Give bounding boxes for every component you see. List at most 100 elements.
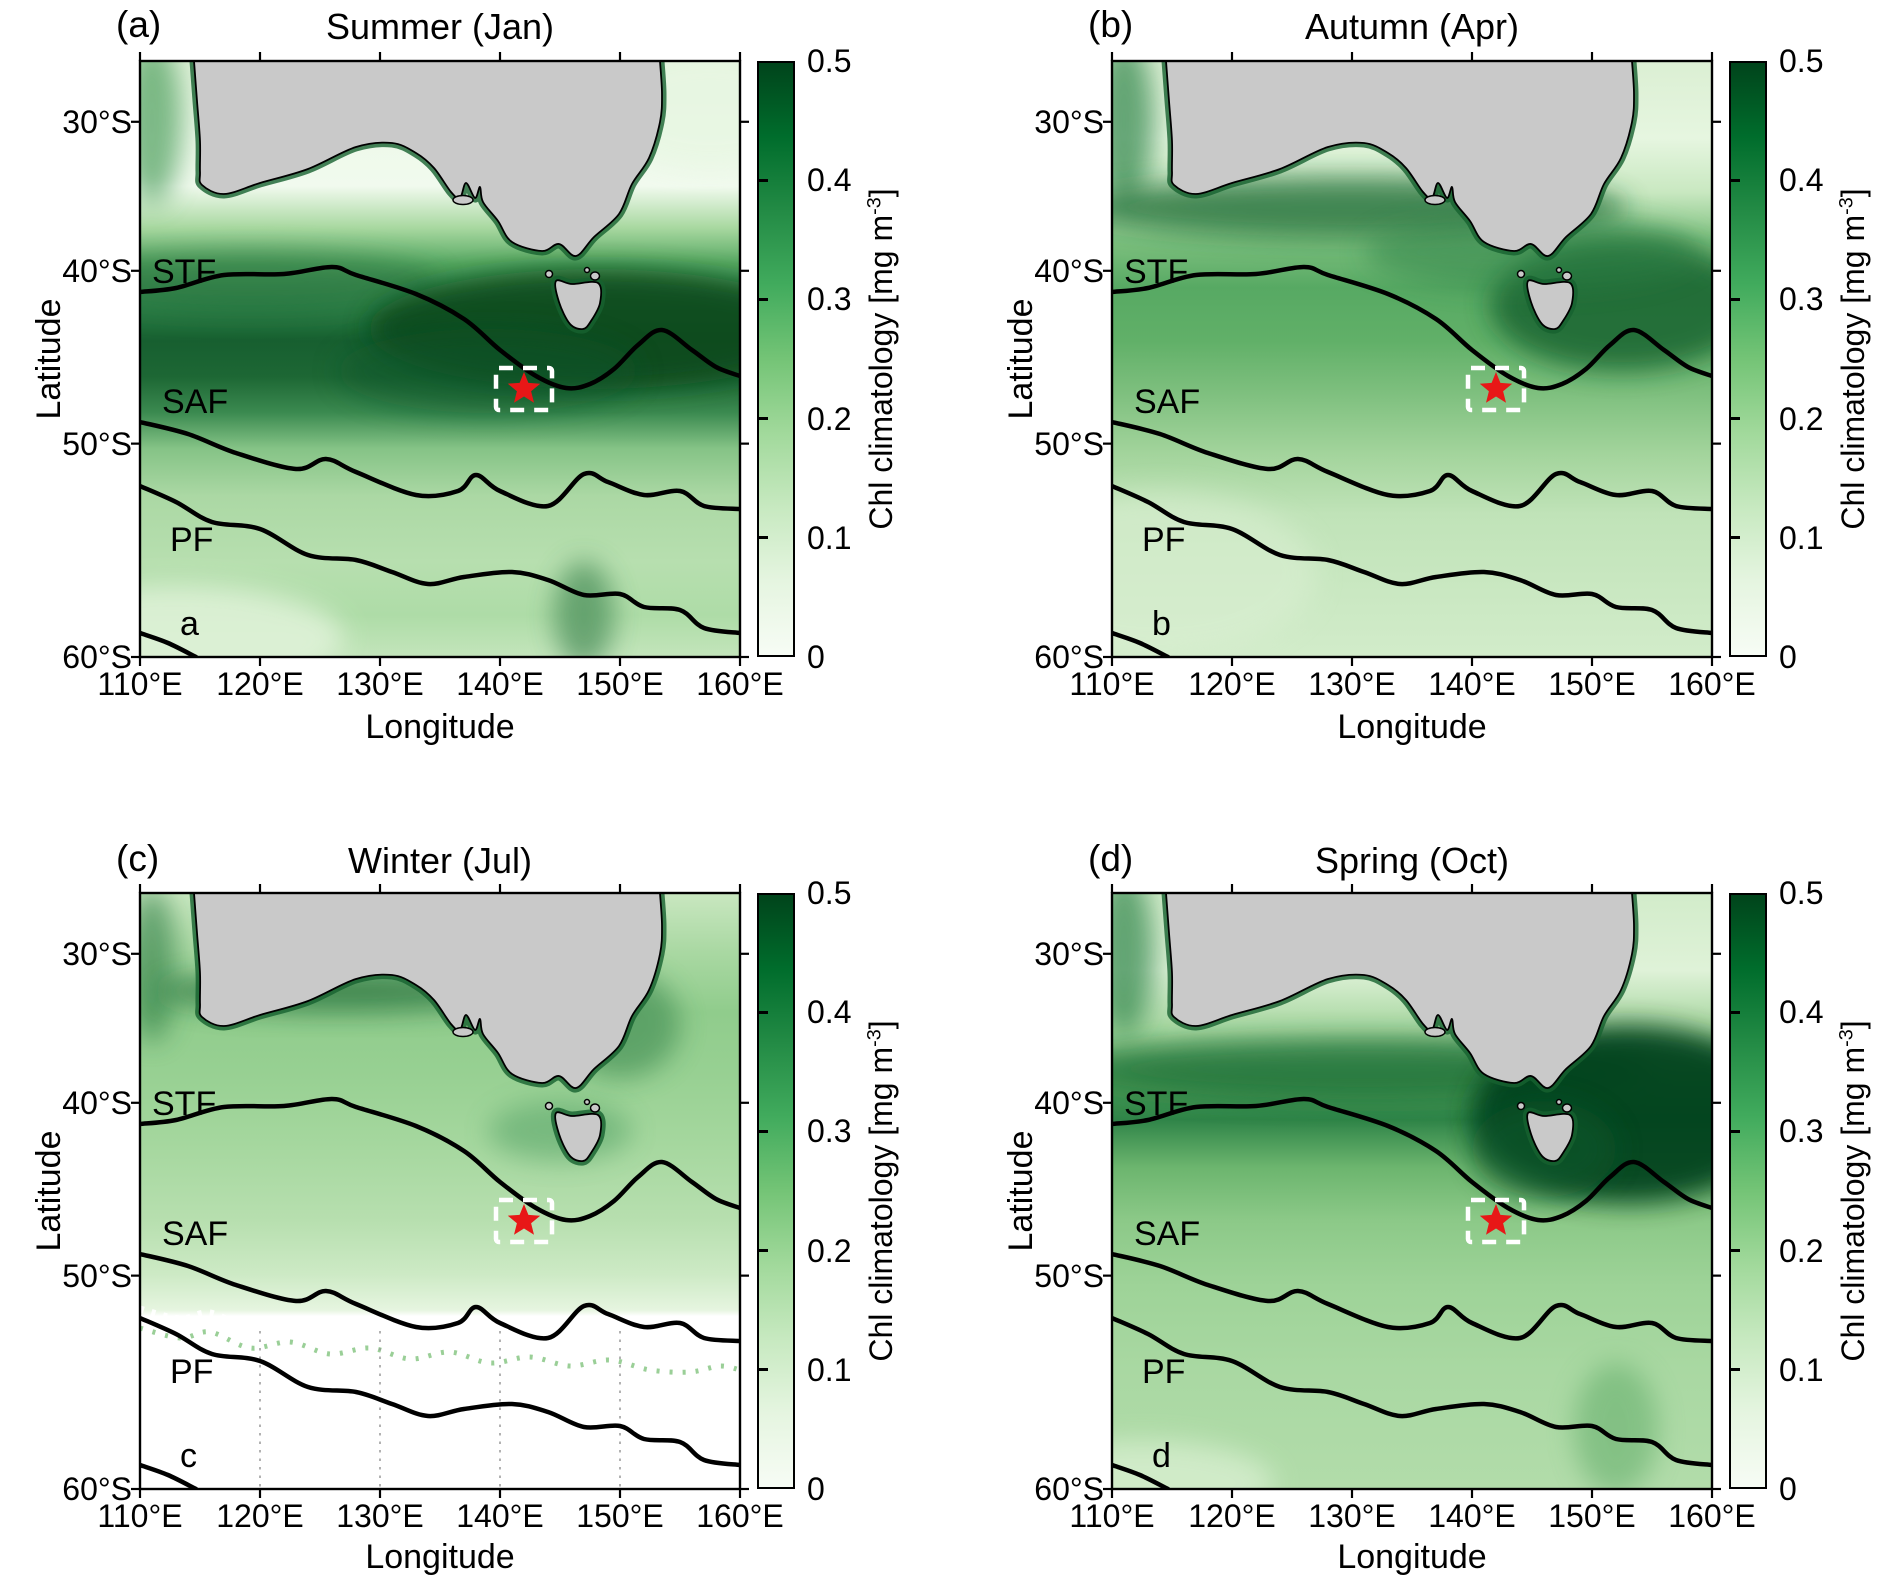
island — [544, 269, 554, 279]
map-plot: STF SAF PF d — [1103, 884, 1721, 1498]
colorbar-label-text: Chl climatology [mg m — [863, 1046, 899, 1362]
map-plot: STF SAF PF b — [1103, 52, 1721, 666]
chl-feature-blob — [140, 893, 176, 1042]
island — [589, 1103, 601, 1113]
colorbar-tick-label: 0.1 — [1779, 519, 1824, 556]
colorbar-label-exponent: -3 — [863, 197, 886, 215]
stf-label: STF — [152, 1085, 216, 1123]
coastal-bloom-fringe — [189, 61, 667, 261]
stf-front-contour — [1112, 264, 1712, 391]
island — [452, 194, 474, 206]
x-tick-label: 150°E — [1548, 1498, 1636, 1534]
colorbar-tick-label: 0.3 — [1779, 281, 1824, 318]
axis-ticks — [131, 884, 749, 1498]
colorbar-tick-label: 0.3 — [807, 1113, 852, 1150]
y-tick-label: 40°S — [62, 252, 132, 289]
panel-letter: c — [180, 1437, 197, 1475]
stf-front-contour — [140, 264, 740, 391]
chl-feature-blob — [1112, 1039, 1652, 1099]
australia-landmass — [1166, 893, 1635, 1089]
x-tick-label: 150°E — [576, 666, 664, 702]
colorbar-tick-label: 0 — [1779, 639, 1797, 675]
colorbar-label-text: Chl climatology [mg m — [1835, 1046, 1871, 1362]
chl-feature-blob — [1112, 893, 1154, 1036]
x-tick-label: 130°E — [336, 1498, 424, 1534]
x-tick-label: 120°E — [216, 666, 304, 702]
colorbar-tick — [1731, 1249, 1740, 1253]
colorbar-label-exponent: -3 — [1835, 1029, 1858, 1047]
colorbar-tick — [759, 297, 768, 301]
colorbar-tick — [1731, 1368, 1740, 1372]
colorbar-tick — [1731, 417, 1740, 421]
study-site-star — [507, 1204, 541, 1235]
y-tick-label: 60°S — [62, 1471, 132, 1507]
panel-title: Spring (Oct) — [1314, 840, 1510, 881]
colorbar-tick-label: 0.1 — [807, 1351, 852, 1388]
x-tick-label: 140°E — [456, 1498, 544, 1534]
y-tick-label: 50°S — [1034, 1257, 1104, 1294]
colorbar-gradient — [1729, 893, 1767, 1489]
saf-label: SAF — [162, 1215, 228, 1253]
colorbar-tick — [1731, 536, 1740, 540]
y-tick-label: 60°S — [62, 639, 132, 675]
y-tick-label: 40°S — [1034, 1084, 1104, 1121]
colorbar-tick — [759, 1368, 768, 1372]
island — [583, 1098, 591, 1106]
pf-front-contour — [1112, 483, 1712, 636]
map-content: STF SAF PF d — [1112, 893, 1712, 1489]
coastal-bloom-fringe — [1161, 893, 1639, 1093]
panel-tag: (d) — [1088, 838, 1134, 879]
x-tick-label: 140°E — [1428, 666, 1516, 702]
coastal-bloom-fringe — [1522, 275, 1578, 334]
coastal-bloom-fringe — [1522, 1107, 1578, 1166]
axis-ticks — [1103, 884, 1721, 1498]
tasmania-landmass — [1526, 1111, 1575, 1163]
australia-landmass — [194, 893, 663, 1089]
saf-front-contour — [1112, 419, 1712, 512]
x-axis-label: Longitude — [365, 1538, 515, 1576]
island — [1555, 266, 1563, 274]
colorbar-tick-label: 0.2 — [1779, 1232, 1824, 1269]
map-plot: STF SAF PF a — [131, 52, 749, 666]
chl-feature-blob — [158, 970, 518, 1012]
y-tick-label: 50°S — [1034, 425, 1104, 462]
chl-feature-blob — [1472, 1101, 1616, 1197]
colorbar-tick — [759, 417, 768, 421]
australia-coastline — [193, 61, 663, 257]
panel-letter: a — [180, 605, 199, 643]
x-tick-label: 110°E — [1069, 1498, 1155, 1534]
x-tick-label: 110°E — [97, 1498, 183, 1534]
colorbar-tick-label: 0.4 — [807, 162, 852, 199]
colorbar-label: Chl climatology [mg m-3] — [1835, 59, 1871, 659]
y-tick-label: 60°S — [1034, 639, 1104, 675]
colorbar-tick-label: 0 — [807, 1471, 825, 1507]
coastal-bloom-fringe — [1161, 61, 1639, 261]
y-axis-label: Latitude — [30, 1130, 68, 1252]
pf-front-contour — [140, 483, 740, 636]
island — [1561, 1103, 1573, 1113]
ocean-chl-field — [1112, 893, 1712, 1489]
chl-feature-blob — [338, 329, 638, 413]
front-contour-segment — [1112, 630, 1171, 657]
chl-feature-blob — [560, 970, 680, 1078]
chl-feature-blob — [488, 1101, 632, 1161]
x-tick-label: 110°E — [97, 666, 183, 702]
map-plot: STF SAF PF c — [131, 884, 749, 1498]
missing-data-speckle — [140, 1325, 740, 1375]
colorbar-tick-label: 0.3 — [807, 281, 852, 318]
x-axis-label: Longitude — [365, 708, 515, 746]
colorbar-label-exponent: -3 — [1835, 197, 1858, 215]
chl-feature-blob — [1112, 177, 1628, 237]
x-tick-label: 160°E — [1668, 1498, 1756, 1534]
x-tick-label: 130°E — [336, 666, 424, 702]
map-frame — [138, 891, 742, 1491]
tasmania-landmass — [554, 1111, 603, 1163]
chl-feature-blob — [140, 61, 182, 204]
colorbar-gradient — [1729, 61, 1767, 657]
axis-ticks — [131, 52, 749, 666]
pf-label: PF — [1142, 1353, 1185, 1391]
ocean-chl-field — [140, 61, 740, 657]
panel-title: Winter (Jul) — [347, 840, 532, 881]
